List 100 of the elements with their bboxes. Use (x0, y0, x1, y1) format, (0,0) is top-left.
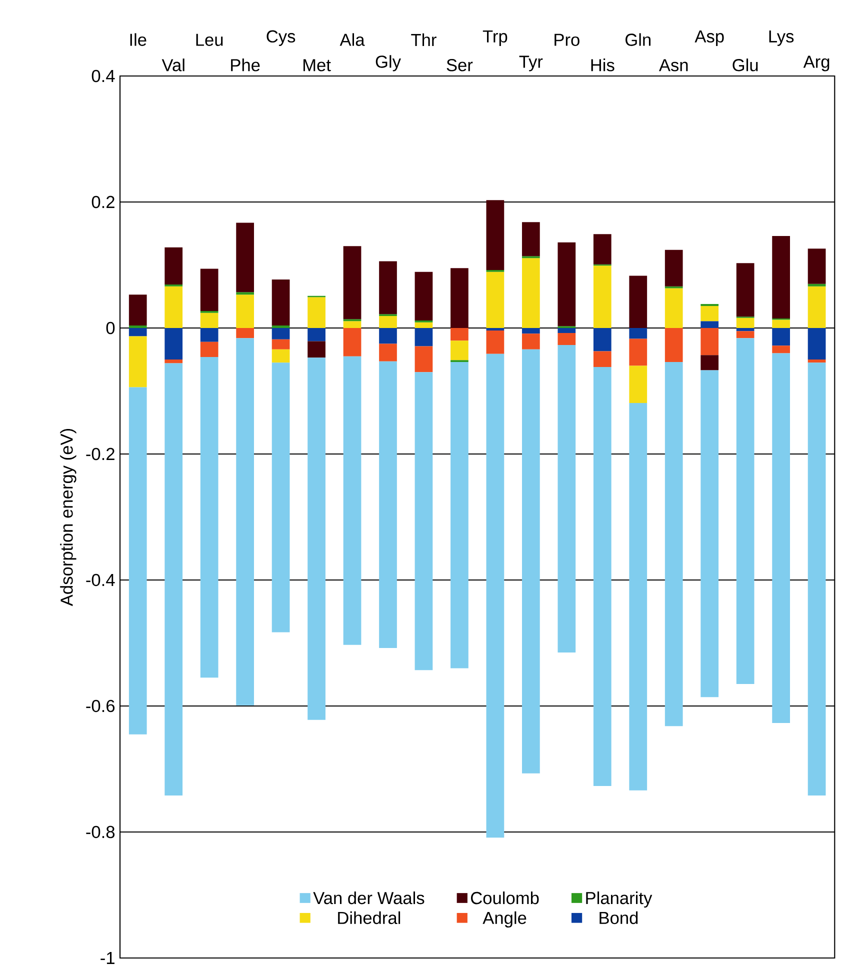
x-tick-label: Ile (130, 33, 146, 46)
bar (772, 346, 790, 354)
legend-label: Coulomb (470, 891, 539, 904)
bar (593, 328, 612, 352)
bar (450, 328, 468, 341)
bar (236, 338, 254, 706)
bar (772, 236, 790, 319)
bar (808, 359, 826, 363)
bar (736, 331, 754, 338)
bar (308, 297, 326, 328)
bar (736, 328, 754, 332)
bar (128, 387, 147, 734)
bar (486, 354, 504, 838)
bar (200, 268, 218, 311)
y-tick-label: -1 (100, 952, 114, 964)
y-tick-label: -0.6 (86, 700, 115, 712)
bar (486, 328, 504, 331)
x-tick-label: Trp (482, 30, 508, 46)
bar (558, 345, 576, 652)
bar (200, 356, 218, 678)
bar (522, 334, 540, 350)
bar (272, 362, 290, 632)
bar (379, 261, 397, 314)
bar (450, 340, 468, 360)
x-tick-label: Asn (658, 59, 688, 72)
bar (164, 363, 183, 796)
y-axis-title: Adsorption energy (eV) (60, 428, 76, 606)
bar (379, 344, 397, 362)
bar (379, 316, 397, 328)
bar (558, 333, 576, 346)
legend-label: Dihedral (338, 911, 400, 924)
y-tick-label: 0 (106, 322, 115, 334)
bar (522, 328, 540, 334)
x-tick-label: Arg (803, 56, 830, 72)
bar (629, 402, 648, 790)
bar (200, 328, 218, 342)
x-tick-label: Gln (626, 33, 650, 46)
bar (808, 286, 826, 328)
bar (629, 328, 648, 339)
bar (128, 336, 147, 388)
bar (772, 353, 790, 724)
bar (343, 328, 362, 356)
bar (450, 268, 468, 328)
bar (128, 325, 147, 328)
bar (629, 276, 648, 328)
bar (379, 361, 397, 648)
x-tick-label: Val (162, 58, 184, 72)
legend-label: Van der Waals (313, 891, 424, 904)
x-tick-label: Ser (446, 59, 473, 72)
bar (128, 328, 147, 336)
x-tick-label: Met (304, 59, 331, 72)
bar (414, 372, 433, 670)
bar (629, 366, 648, 403)
bar (486, 200, 504, 270)
bar (486, 330, 504, 354)
bar (736, 318, 754, 328)
bar (164, 247, 183, 285)
bar (200, 342, 218, 357)
bar (664, 362, 683, 726)
x-tick-label: His (591, 58, 614, 72)
bar (700, 328, 719, 356)
bar (593, 351, 612, 368)
bar (808, 248, 826, 284)
y-tick-label: -0.4 (86, 574, 115, 586)
bar (593, 367, 612, 786)
bar (272, 325, 290, 328)
bar (450, 362, 468, 668)
y-tick-label: 0.4 (92, 70, 115, 82)
bar (308, 358, 326, 720)
bar (558, 328, 576, 334)
bar (236, 294, 254, 328)
bar (522, 222, 540, 256)
x-tick-label: Thr (411, 33, 436, 46)
bar (236, 222, 254, 292)
x-tick-label: Lys (769, 30, 794, 46)
x-tick-label: Cys (266, 30, 296, 46)
bar (522, 258, 540, 328)
y-tick-label: -0.2 (86, 448, 114, 460)
bar (128, 294, 147, 326)
bar (164, 359, 183, 364)
bar (522, 349, 540, 774)
bar (664, 250, 683, 286)
bar (200, 312, 218, 328)
x-tick-label: Ala (340, 33, 365, 46)
bar (414, 322, 433, 328)
bar (772, 320, 790, 328)
bar (164, 328, 183, 360)
x-tick-label: Glu (732, 58, 758, 72)
bar (414, 346, 433, 372)
bar (808, 362, 826, 796)
bar (558, 242, 576, 326)
bar (700, 355, 719, 370)
bar (808, 328, 826, 360)
bar (700, 370, 719, 698)
bar (664, 328, 683, 362)
bar (629, 338, 648, 366)
bar (343, 246, 362, 320)
bar (272, 328, 290, 340)
bar (272, 339, 290, 350)
bar (808, 284, 826, 286)
